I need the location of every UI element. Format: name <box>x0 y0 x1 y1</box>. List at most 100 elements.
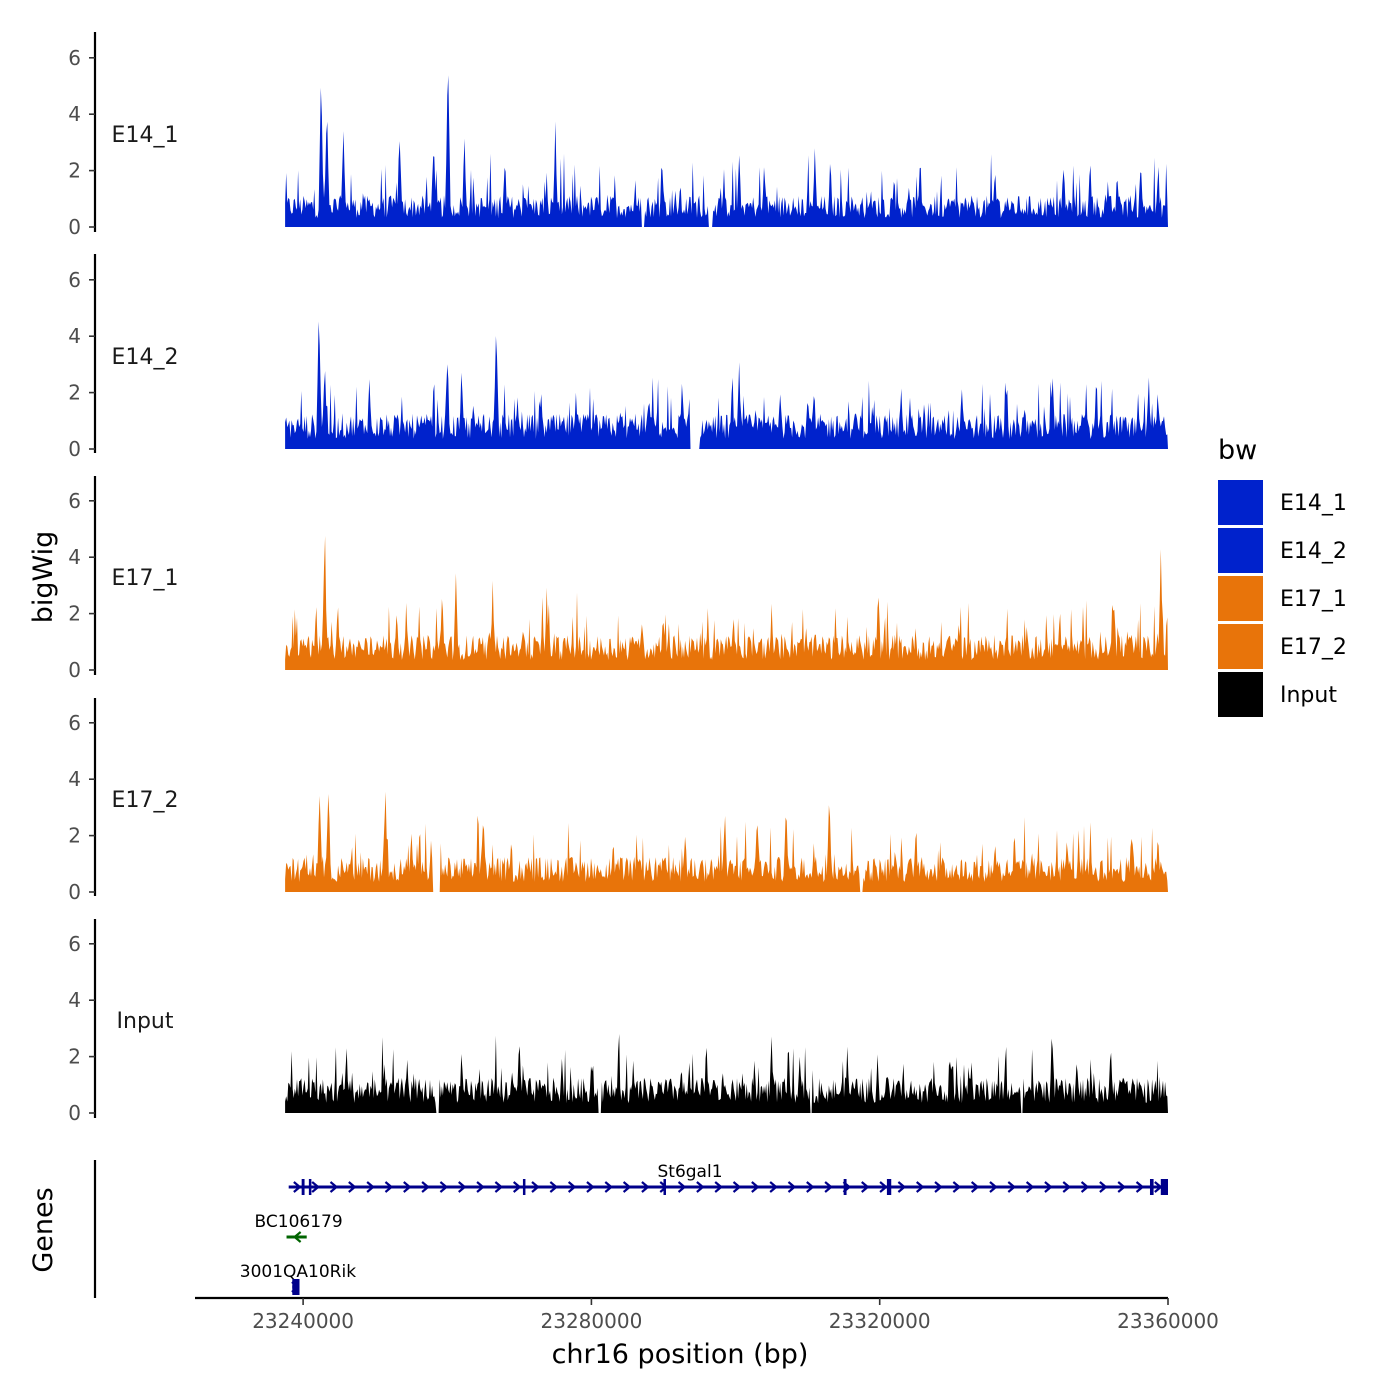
legend-swatch <box>1218 528 1263 573</box>
strand-chevron <box>861 1181 870 1193</box>
y-tick-label: 6 <box>68 711 81 735</box>
strand-chevron <box>787 1181 797 1193</box>
y-tick-label: 4 <box>68 102 81 126</box>
strand-chevron <box>934 1181 943 1193</box>
strand-chevron <box>292 1231 302 1243</box>
y-tick-label: 0 <box>68 215 81 239</box>
track-label: E14_2 <box>112 345 179 370</box>
y-tick-label: 4 <box>68 324 81 348</box>
exon <box>886 1179 892 1195</box>
gene-label: St6gal1 <box>657 1162 722 1182</box>
legend-title: bw <box>1218 435 1257 466</box>
x-tick-label: 23280000 <box>541 1309 643 1333</box>
track-e14-1: 0 2 4 6 E14_1 <box>68 32 1169 239</box>
strand-chevron <box>714 1181 723 1193</box>
gene-bc106179: BC106179 <box>255 1212 343 1243</box>
strand-chevron <box>879 1181 888 1193</box>
strand-chevron <box>604 1181 613 1193</box>
y-tick-label: 6 <box>68 46 81 70</box>
signal-tracks: 0 2 4 6 E14_1 0 2 4 6 E14_2 0 2 4 6 E17_1 0 2 4 6 E17_2 0 2 4 6… <box>68 32 1169 1125</box>
gene-st6gal1: St6gal1 <box>288 1162 1168 1195</box>
strand-chevron <box>439 1181 449 1193</box>
strand-chevron <box>696 1181 705 1193</box>
track-e17-1: 0 2 4 6 E17_1 <box>68 476 1169 682</box>
legend-label: Input <box>1280 683 1337 708</box>
exon <box>843 1179 847 1195</box>
gene-3001qa10rik: 3001QA10Rik <box>240 1262 356 1295</box>
exon <box>292 1279 300 1295</box>
strand-chevron <box>329 1181 339 1193</box>
track-label: E14_1 <box>112 123 179 148</box>
y-tick-label: 2 <box>68 381 81 405</box>
signal-area <box>285 535 1169 670</box>
exon <box>663 1179 666 1195</box>
strand-chevron <box>494 1181 504 1193</box>
strand-chevron <box>970 1181 980 1193</box>
strand-chevron <box>586 1181 595 1193</box>
strand-chevron <box>476 1181 485 1193</box>
y-tick-label: 0 <box>68 658 81 682</box>
y-tick-label: 0 <box>68 880 81 904</box>
strand-chevron <box>531 1181 540 1193</box>
strand-chevron <box>1117 1181 1126 1193</box>
strand-chevron <box>1025 1181 1035 1193</box>
strand-chevron <box>1099 1181 1108 1193</box>
exon <box>301 1179 305 1195</box>
strand-chevron <box>806 1181 815 1193</box>
strand-chevron <box>458 1181 467 1193</box>
strand-chevron <box>384 1181 394 1193</box>
x-axis-title: chr16 position (bp) <box>552 1339 809 1370</box>
legend: bw E14_1 E14_2 E17_1 E17_2 Input <box>1218 435 1347 717</box>
y-tick-label: 2 <box>68 159 81 183</box>
strand-chevron <box>1044 1181 1053 1193</box>
strand-chevron <box>366 1181 375 1193</box>
strand-chevron <box>751 1181 760 1193</box>
strand-chevron <box>897 1181 907 1193</box>
signal-area <box>285 321 1169 449</box>
strand-chevron <box>1080 1181 1090 1193</box>
legend-label: E14_1 <box>1280 491 1347 516</box>
track-input: 0 2 4 6 Input <box>68 919 1169 1125</box>
y-tick-label: 0 <box>68 437 81 461</box>
strand-chevron <box>403 1181 412 1193</box>
track-e17-2: 0 2 4 6 E17_2 <box>68 698 1169 904</box>
strand-chevron <box>824 1181 833 1193</box>
y-tick-label: 0 <box>68 1101 81 1125</box>
track-label: E17_1 <box>112 566 179 591</box>
x-axis: 23240000 23280000 23320000 23360000 <box>195 1296 1219 1333</box>
signal-area <box>285 75 1169 228</box>
signal-area <box>285 1034 1169 1113</box>
exon <box>1149 1179 1154 1195</box>
exon <box>522 1179 526 1195</box>
strand-chevron <box>732 1181 742 1193</box>
strand-chevron <box>659 1181 668 1193</box>
gene-label: 3001QA10Rik <box>240 1262 356 1282</box>
y-tick-label: 2 <box>68 824 81 848</box>
strand-chevron <box>293 1181 302 1193</box>
x-tick-label: 23320000 <box>829 1309 931 1333</box>
strand-chevron <box>915 1181 925 1193</box>
x-tick-label: 23240000 <box>252 1309 354 1333</box>
strand-chevron <box>311 1181 320 1193</box>
y-tick-label: 4 <box>68 988 81 1012</box>
y-tick-label: 4 <box>68 767 81 791</box>
gene-track: St6gal1 BC106179 3001QA10Rik <box>93 1160 1168 1298</box>
x-tick-label: 23360000 <box>1117 1309 1219 1333</box>
signal-area <box>285 791 1169 892</box>
y-tick-label: 2 <box>68 1045 81 1069</box>
strand-chevron <box>1007 1181 1017 1193</box>
gene-label: BC106179 <box>255 1212 343 1232</box>
y-tick-label: 6 <box>68 932 81 956</box>
y-axis-title: bigWig <box>28 531 59 624</box>
strand-chevron <box>622 1181 632 1193</box>
strand-chevron <box>677 1181 687 1193</box>
legend-swatch <box>1218 480 1263 525</box>
legend-swatch <box>1218 672 1263 717</box>
genes-axis-title: Genes <box>28 1187 59 1272</box>
strand-chevron <box>549 1181 559 1193</box>
strand-chevron <box>769 1181 778 1193</box>
y-tick-label: 2 <box>68 602 81 626</box>
strand-chevron <box>512 1181 522 1193</box>
